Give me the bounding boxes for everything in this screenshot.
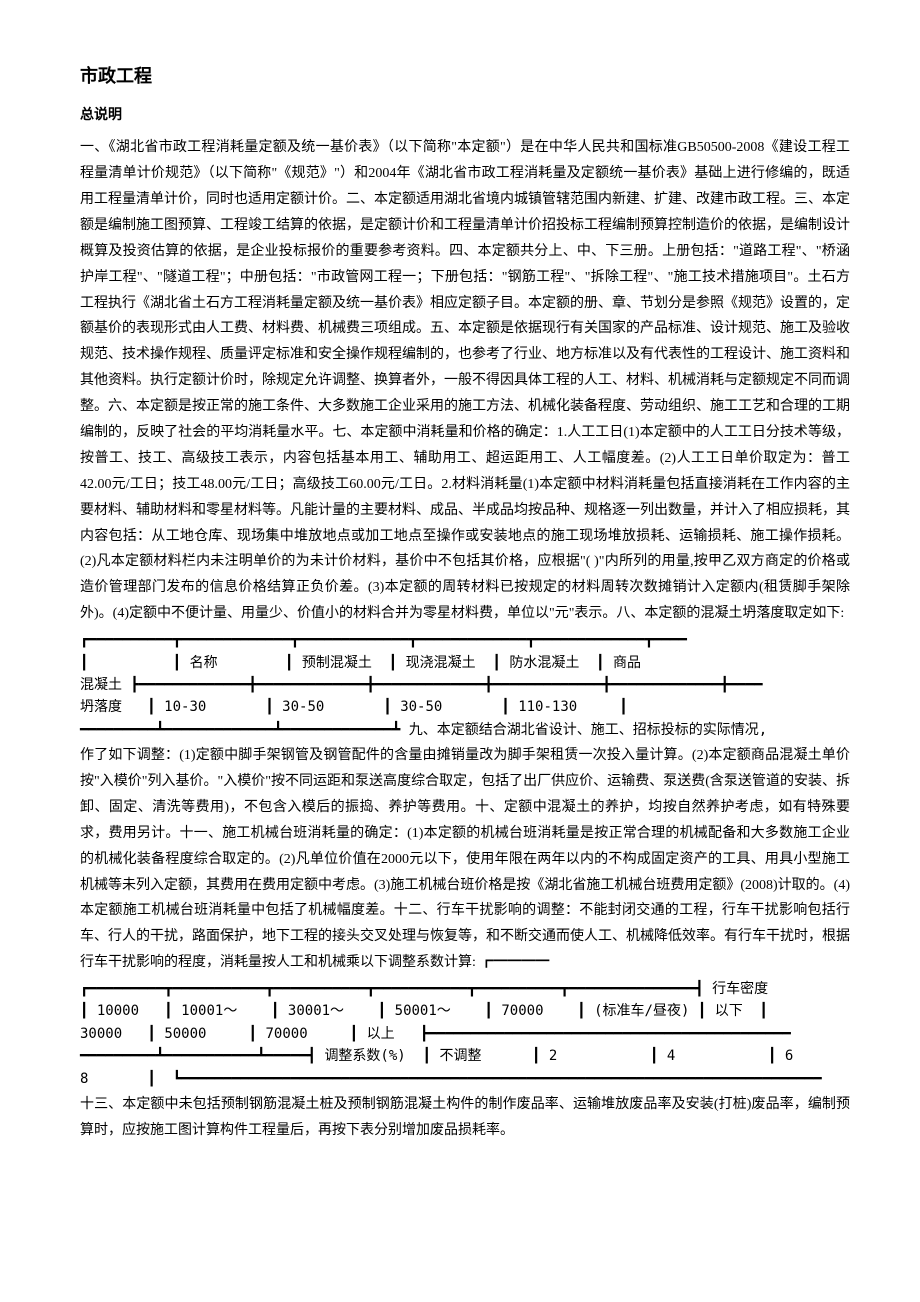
paragraph-2: 作了如下调整：(1)定额中脚手架钢管及钢管配件的含量由摊销量改为脚手架租赁一次投… [80,743,850,976]
table-1: ┏━━━━━━━━━━┳━━━━━━━━━━━━━┳━━━━━━━━━━━━━┳… [80,629,850,741]
paragraph-2-lead: 九、本定额结合湖北省设计、施工、招标投标的实际情况, [409,722,767,738]
doc-subtitle: 总说明 [80,103,850,129]
paragraph-1: 一、《湖北省市政工程消耗量定额及统一基价表》（以下简称"本定额"）是在中华人民共… [80,135,850,627]
table-2: ┏━━━━━━━━━┳━━━━━━━━━━━┳━━━━━━━━━━━┳━━━━━… [80,978,850,1090]
doc-title: 市政工程 [80,60,850,93]
paragraph-3: 十三、本定额中未包括预制钢筋混凝土桩及预制钢筋混凝土构件的制作废品率、运输堆放废… [80,1092,850,1144]
